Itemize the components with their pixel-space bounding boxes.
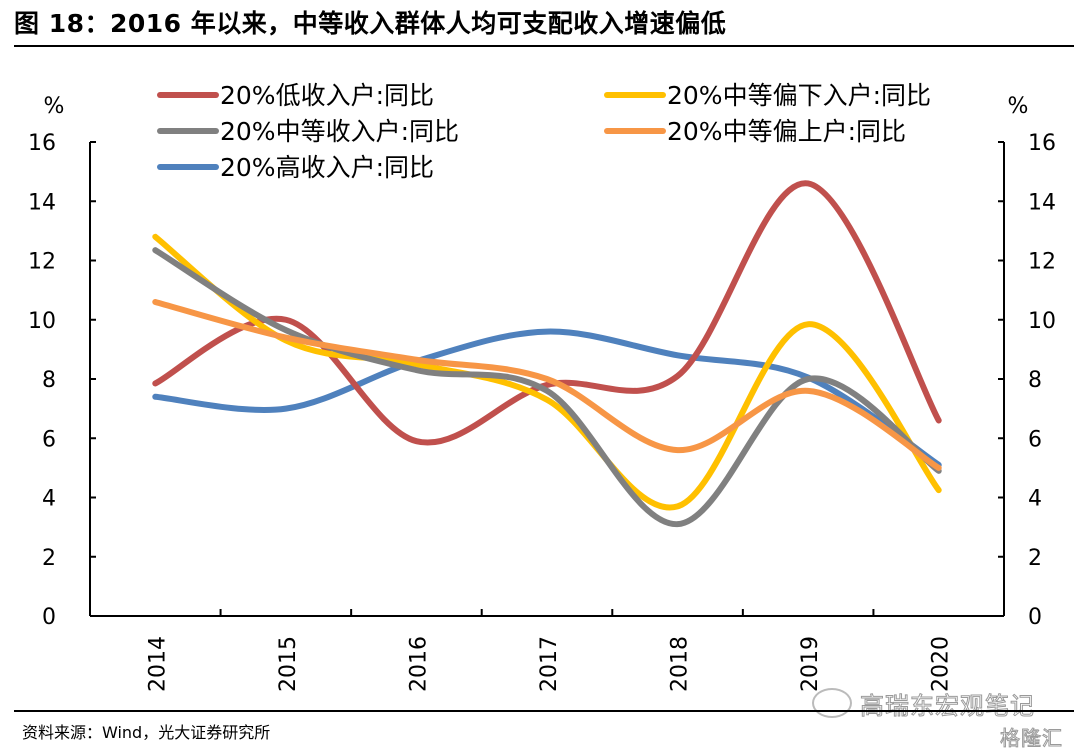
x-tick-label: 2015 — [276, 636, 301, 692]
legend-label: 20%中等偏下入户:同比 — [667, 81, 931, 110]
y-tick-label-right: 0 — [1028, 605, 1042, 630]
legend: 20%低收入户:同比 20%中等偏下入户:同比 20%中等收入户:同比 20%中等偏上… — [160, 81, 931, 182]
x-tick-label: 2016 — [406, 636, 431, 692]
y-tick-label-right: 16 — [1028, 131, 1056, 156]
y-tick-label-right: 4 — [1028, 487, 1042, 512]
y-tick-label-left: 10 — [28, 309, 56, 334]
legend-label: 20%中等收入户:同比 — [220, 117, 459, 146]
x-tick-label: 2019 — [798, 636, 823, 692]
y-tick-label-right: 2 — [1028, 546, 1042, 571]
y-tick-label-left: 0 — [42, 605, 56, 630]
y-tick-label-right: 6 — [1028, 427, 1042, 452]
watermark-brand: 格隆汇 — [1000, 722, 1063, 751]
y-axis-unit-right: % — [1008, 94, 1029, 119]
y-tick-label-right: 14 — [1028, 190, 1056, 215]
wechat-icon — [812, 688, 852, 718]
legend-label: 20%中等偏上户:同比 — [667, 117, 906, 146]
y-tick-label-right: 10 — [1028, 309, 1056, 334]
y-tick-label-left: 12 — [28, 250, 56, 275]
y-tick-label-left: 6 — [42, 427, 56, 452]
x-tick-label: 2018 — [668, 636, 693, 692]
series-layer — [155, 183, 939, 524]
x-tick-label: 2014 — [145, 636, 170, 692]
x-tick-label: 2020 — [929, 636, 954, 692]
series-line-0 — [155, 183, 938, 442]
y-tick-label-left: 16 — [28, 131, 56, 156]
watermark-text: 高瑞东宏观笔记 — [860, 686, 1035, 721]
legend-label: 20%低收入户:同比 — [220, 81, 434, 110]
y-tick-label-left: 4 — [42, 487, 56, 512]
y-tick-label-left: 8 — [42, 368, 56, 393]
y-axis-unit-left: % — [44, 94, 65, 119]
series-line-1 — [155, 237, 938, 508]
x-tick-label: 2017 — [537, 636, 562, 692]
legend-label: 20%高收入户:同比 — [220, 153, 434, 182]
source-note: 资料来源：Wind，光大证券研究所 — [22, 719, 270, 743]
y-tick-label-left: 14 — [28, 190, 56, 215]
y-tick-label-right: 8 — [1028, 368, 1042, 393]
axes: 0 0 2 2 4 4 6 6 8 8 10 10 12 12 14 14 16 16%% 2014 2015 2016… — [28, 94, 1056, 692]
y-tick-label-right: 12 — [1028, 250, 1056, 275]
y-tick-label-left: 2 — [42, 546, 56, 571]
bottom-divider — [14, 710, 1074, 712]
